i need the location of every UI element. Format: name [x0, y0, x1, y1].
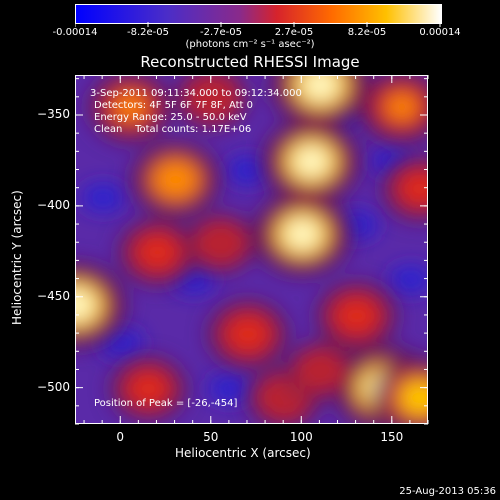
- emission-source: [302, 76, 338, 101]
- colorbar-tick-label: -2.7e-05: [200, 27, 242, 38]
- negative-region: [81, 183, 126, 212]
- chart-title: Reconstructed RHESSI Image: [140, 53, 360, 71]
- emission-source: [76, 290, 94, 320]
- y-tick-label: −350: [37, 106, 70, 121]
- x-tick-label: 150: [380, 430, 404, 444]
- emission-source: [403, 383, 427, 412]
- emission-source: [233, 322, 263, 347]
- x-tick-label: 50: [203, 430, 219, 444]
- emission-source: [115, 94, 145, 120]
- time-range-annotation: 3-Sep-2011 09:11:34.000 to 09:12:34.000: [90, 88, 302, 99]
- y-tick-label: −500: [37, 379, 70, 394]
- plot-area: [75, 75, 428, 424]
- emission-source: [160, 166, 191, 193]
- energy-range-annotation: Energy Range: 25.0 - 50.0 keV: [94, 112, 247, 123]
- detectors-annotation: Detectors: 4F 5F 6F 7F 8F, Att 0: [94, 100, 254, 111]
- x-axis-label: Heliocentric X (arcsec): [175, 446, 311, 460]
- colorbar-tick-label: 2.7e-05: [274, 27, 314, 38]
- peak-position-annotation: Position of Peak = [-26,-454]: [94, 398, 238, 409]
- emission-source: [406, 177, 427, 200]
- timestamp: 25-Aug-2013 05:36: [399, 486, 496, 497]
- colorbar-tick-label: -8.2e-05: [127, 27, 169, 38]
- x-tick-label: 100: [289, 430, 313, 444]
- colorbar-tick-label: 0.00014: [419, 27, 461, 38]
- emission-source: [308, 360, 333, 381]
- emission-source: [342, 303, 371, 328]
- negative-region: [225, 156, 270, 185]
- clean-counts-annotation: Clean Total counts: 1.17E+06: [94, 124, 252, 135]
- x-tick-label: 0: [116, 430, 125, 444]
- negative-region: [388, 265, 427, 294]
- colorbar-units-label: (photons cm⁻² s⁻¹ asec⁻²): [185, 39, 315, 50]
- emission-source: [135, 377, 162, 400]
- y-tick-label: −450: [37, 288, 70, 303]
- emission-source: [199, 86, 225, 109]
- heatmap-image: [76, 76, 427, 423]
- emission-source: [271, 386, 297, 409]
- colorbar: [75, 4, 442, 24]
- emission-source: [143, 240, 172, 264]
- y-axis-label: Heliocentric Y (arcsec): [10, 190, 24, 325]
- colorbar-ticks: [75, 22, 441, 27]
- emission-source: [386, 94, 417, 120]
- colorbar-tick-label: -0.00014: [52, 27, 98, 38]
- y-tick-label: −400: [37, 197, 70, 212]
- colorbar-tick-label: 8.2e-05: [347, 27, 387, 38]
- emission-source: [285, 219, 320, 249]
- emission-source: [294, 146, 329, 177]
- emission-source: [208, 232, 234, 254]
- negative-region: [207, 374, 252, 403]
